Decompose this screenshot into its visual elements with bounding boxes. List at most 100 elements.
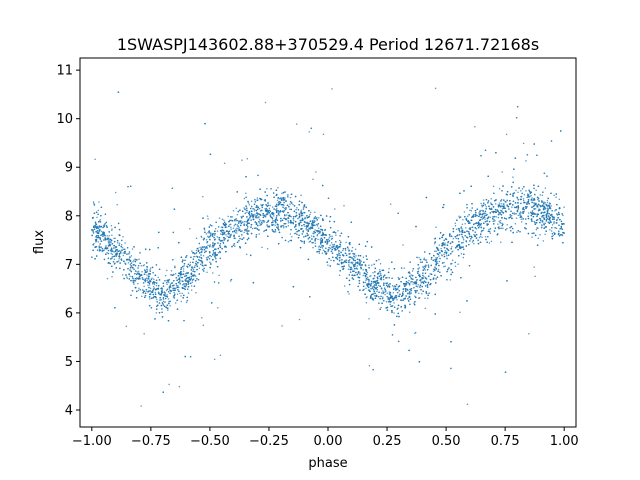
data-point — [154, 291, 156, 294]
data-point — [172, 231, 175, 234]
data-point — [427, 281, 430, 284]
data-point — [110, 252, 112, 255]
data-point — [404, 289, 407, 291]
data-point — [122, 254, 125, 257]
data-point — [251, 227, 254, 230]
data-point — [190, 277, 192, 280]
data-point — [412, 267, 415, 270]
data-point — [147, 284, 149, 287]
data-point — [243, 223, 245, 225]
data-point — [287, 196, 289, 198]
data-point — [166, 269, 168, 272]
data-point — [217, 307, 219, 309]
data-point — [517, 199, 520, 201]
data-point — [488, 220, 491, 223]
data-point — [278, 197, 281, 200]
data-point — [371, 287, 374, 289]
data-point — [243, 220, 246, 223]
data-point — [422, 282, 425, 284]
data-point — [184, 282, 186, 285]
data-point — [235, 232, 238, 234]
data-point — [104, 213, 107, 215]
data-point — [322, 133, 325, 135]
data-point — [316, 233, 319, 236]
data-point — [416, 256, 418, 259]
data-point — [190, 285, 193, 287]
data-point — [304, 225, 306, 228]
data-point — [462, 241, 464, 244]
data-point — [97, 213, 99, 215]
data-point — [359, 272, 361, 274]
data-point — [488, 242, 491, 244]
data-point — [102, 226, 104, 229]
data-point — [184, 286, 187, 288]
data-point — [554, 209, 556, 212]
data-point — [130, 262, 133, 264]
data-point — [182, 265, 184, 268]
data-point — [285, 207, 287, 209]
data-point — [107, 237, 110, 239]
data-point — [173, 291, 175, 294]
data-point — [230, 226, 232, 229]
data-point — [166, 296, 169, 298]
data-point — [373, 295, 376, 297]
data-point — [156, 298, 158, 301]
data-point — [317, 227, 320, 229]
data-point — [480, 230, 483, 233]
data-point — [219, 354, 222, 357]
data-point — [557, 216, 559, 219]
data-point — [464, 235, 466, 237]
data-point — [465, 240, 468, 243]
data-point — [182, 270, 185, 272]
data-point — [432, 270, 435, 272]
data-point — [308, 131, 310, 133]
data-point — [328, 233, 331, 236]
data-point — [517, 214, 520, 216]
data-point — [410, 276, 412, 279]
data-point — [125, 325, 128, 328]
data-point — [245, 196, 247, 198]
data-point — [105, 221, 108, 224]
data-point — [302, 208, 305, 210]
data-point — [203, 229, 206, 231]
data-point — [473, 242, 475, 245]
data-point — [272, 219, 274, 222]
data-point — [280, 203, 283, 206]
data-point — [205, 256, 208, 259]
data-point — [233, 224, 236, 227]
data-point — [504, 207, 506, 209]
data-point — [395, 283, 398, 286]
data-point — [480, 209, 482, 212]
data-point — [365, 270, 368, 272]
data-point — [466, 215, 469, 217]
data-point — [425, 292, 428, 295]
data-point — [520, 221, 523, 223]
data-point — [320, 234, 323, 236]
data-point — [380, 306, 382, 309]
data-point — [543, 222, 545, 225]
data-point — [219, 243, 222, 245]
data-point — [435, 226, 437, 228]
data-point — [157, 276, 159, 279]
data-point — [277, 226, 280, 228]
data-point — [256, 204, 258, 207]
data-point — [388, 298, 391, 301]
data-point — [393, 302, 395, 304]
data-point — [245, 230, 247, 232]
data-point — [128, 252, 130, 255]
data-point — [499, 213, 501, 215]
data-point — [372, 271, 374, 274]
data-point — [211, 246, 213, 248]
data-point — [144, 279, 147, 282]
data-point — [260, 219, 262, 222]
data-point — [114, 237, 116, 240]
data-point — [506, 199, 508, 202]
data-point — [312, 246, 314, 249]
data-point — [337, 229, 339, 232]
data-point — [330, 259, 332, 261]
data-point — [292, 217, 295, 220]
data-point — [497, 213, 500, 216]
data-point — [276, 214, 278, 217]
data-point — [321, 247, 324, 249]
data-point — [256, 197, 259, 199]
